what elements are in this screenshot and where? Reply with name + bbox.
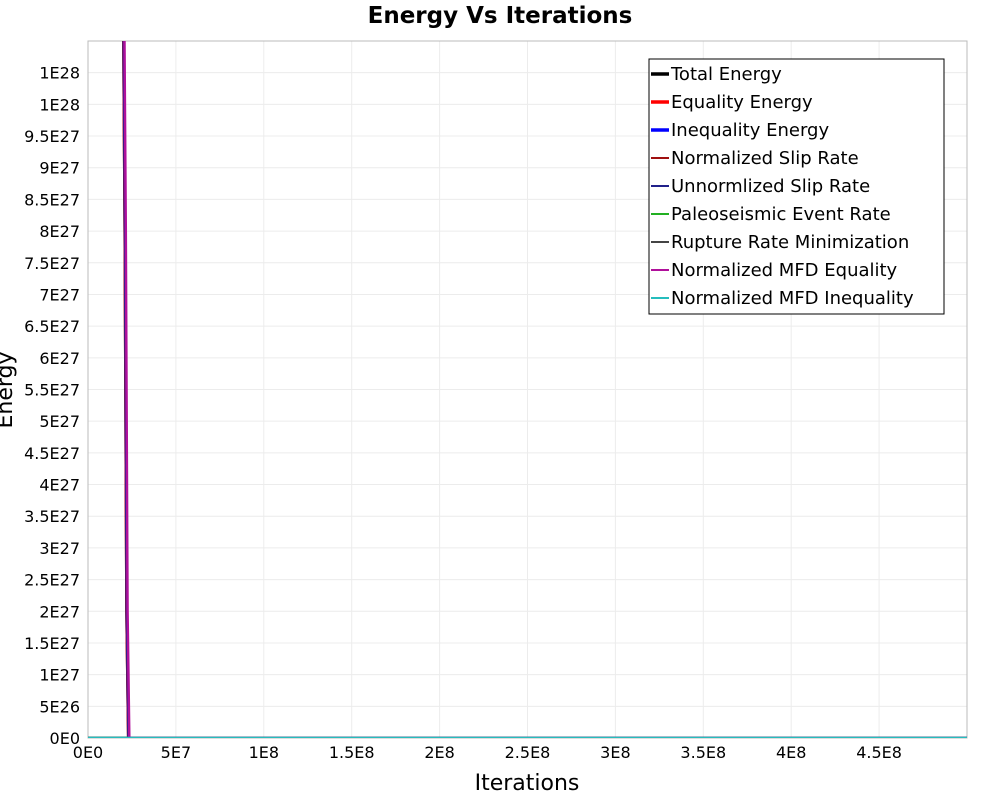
legend: Total Energy Equality Energy Inequality En… — [648, 58, 945, 315]
y-tick-label: 6.5E27 — [24, 317, 80, 336]
legend-entry: Total Energy — [670, 64, 782, 85]
chart-title: Energy Vs Iterations — [368, 3, 633, 29]
x-axis-ticks: 0E0 5E7 1E8 1.5E8 2E8 2.5E8 3E8 3.5E8 4E8 4.5E8 — [73, 743, 902, 762]
y-tick-label: 4E27 — [39, 476, 80, 495]
x-tick-label: 4.5E8 — [856, 743, 902, 762]
y-tick-label: 7.5E27 — [24, 254, 80, 273]
x-tick-label: 0E0 — [73, 743, 103, 762]
legend-entry: Rupture Rate Minimization — [671, 232, 909, 253]
y-tick-label: 5E27 — [39, 412, 80, 431]
y-tick-label: 4.5E27 — [24, 444, 80, 463]
y-tick-label: 5E26 — [39, 697, 80, 716]
y-tick-label: 9E27 — [39, 159, 80, 178]
x-tick-label: 1.5E8 — [329, 743, 375, 762]
x-tick-label: 2.5E8 — [505, 743, 551, 762]
y-tick-label: 8E27 — [39, 222, 80, 241]
y-tick-label: 8.5E27 — [24, 190, 80, 209]
y-tick-label: 1.5E27 — [24, 634, 80, 653]
y-tick-label: 1E28 — [39, 64, 80, 83]
y-tick-label: 2.5E27 — [24, 571, 80, 590]
x-tick-label: 3.5E8 — [680, 743, 726, 762]
y-axis-label: Energy — [0, 351, 18, 428]
legend-entry: Normalized Slip Rate — [671, 148, 859, 169]
y-tick-label: 1E27 — [39, 666, 80, 685]
x-tick-label: 1E8 — [249, 743, 279, 762]
legend-entry: Unnormlized Slip Rate — [671, 176, 870, 197]
y-tick-label: 2E27 — [39, 602, 80, 621]
y-tick-label: 3E27 — [39, 539, 80, 558]
legend-entry: Paleoseismic Event Rate — [671, 204, 891, 225]
x-tick-label: 3E8 — [600, 743, 630, 762]
legend-box — [648, 58, 945, 315]
series-line-7 — [123, 41, 967, 738]
y-tick-label: 7E27 — [39, 285, 80, 304]
legend-entry: Normalized MFD Equality — [671, 260, 898, 281]
x-tick-label: 4E8 — [776, 743, 806, 762]
y-tick-label: 5.5E27 — [24, 381, 80, 400]
x-axis-label: Iterations — [475, 771, 580, 796]
y-tick-label: 0E0 — [50, 729, 80, 748]
series-lines — [88, 41, 967, 738]
legend-entry: Normalized MFD Inequality — [671, 288, 914, 309]
y-tick-label: 9.5E27 — [24, 127, 80, 146]
y-tick-label: 1E28 — [39, 95, 80, 114]
legend-entry: Equality Energy — [671, 92, 813, 113]
y-axis-ticks: 0E0 5E26 1E27 1.5E27 2E27 2.5E27 3E27 3.5E27 4E2… — [24, 64, 80, 748]
y-tick-label: 6E27 — [39, 349, 80, 368]
x-tick-label: 2E8 — [424, 743, 454, 762]
x-tick-label: 5E7 — [161, 743, 191, 762]
y-tick-label: 3.5E27 — [24, 507, 80, 526]
legend-entry: Inequality Energy — [671, 120, 829, 141]
